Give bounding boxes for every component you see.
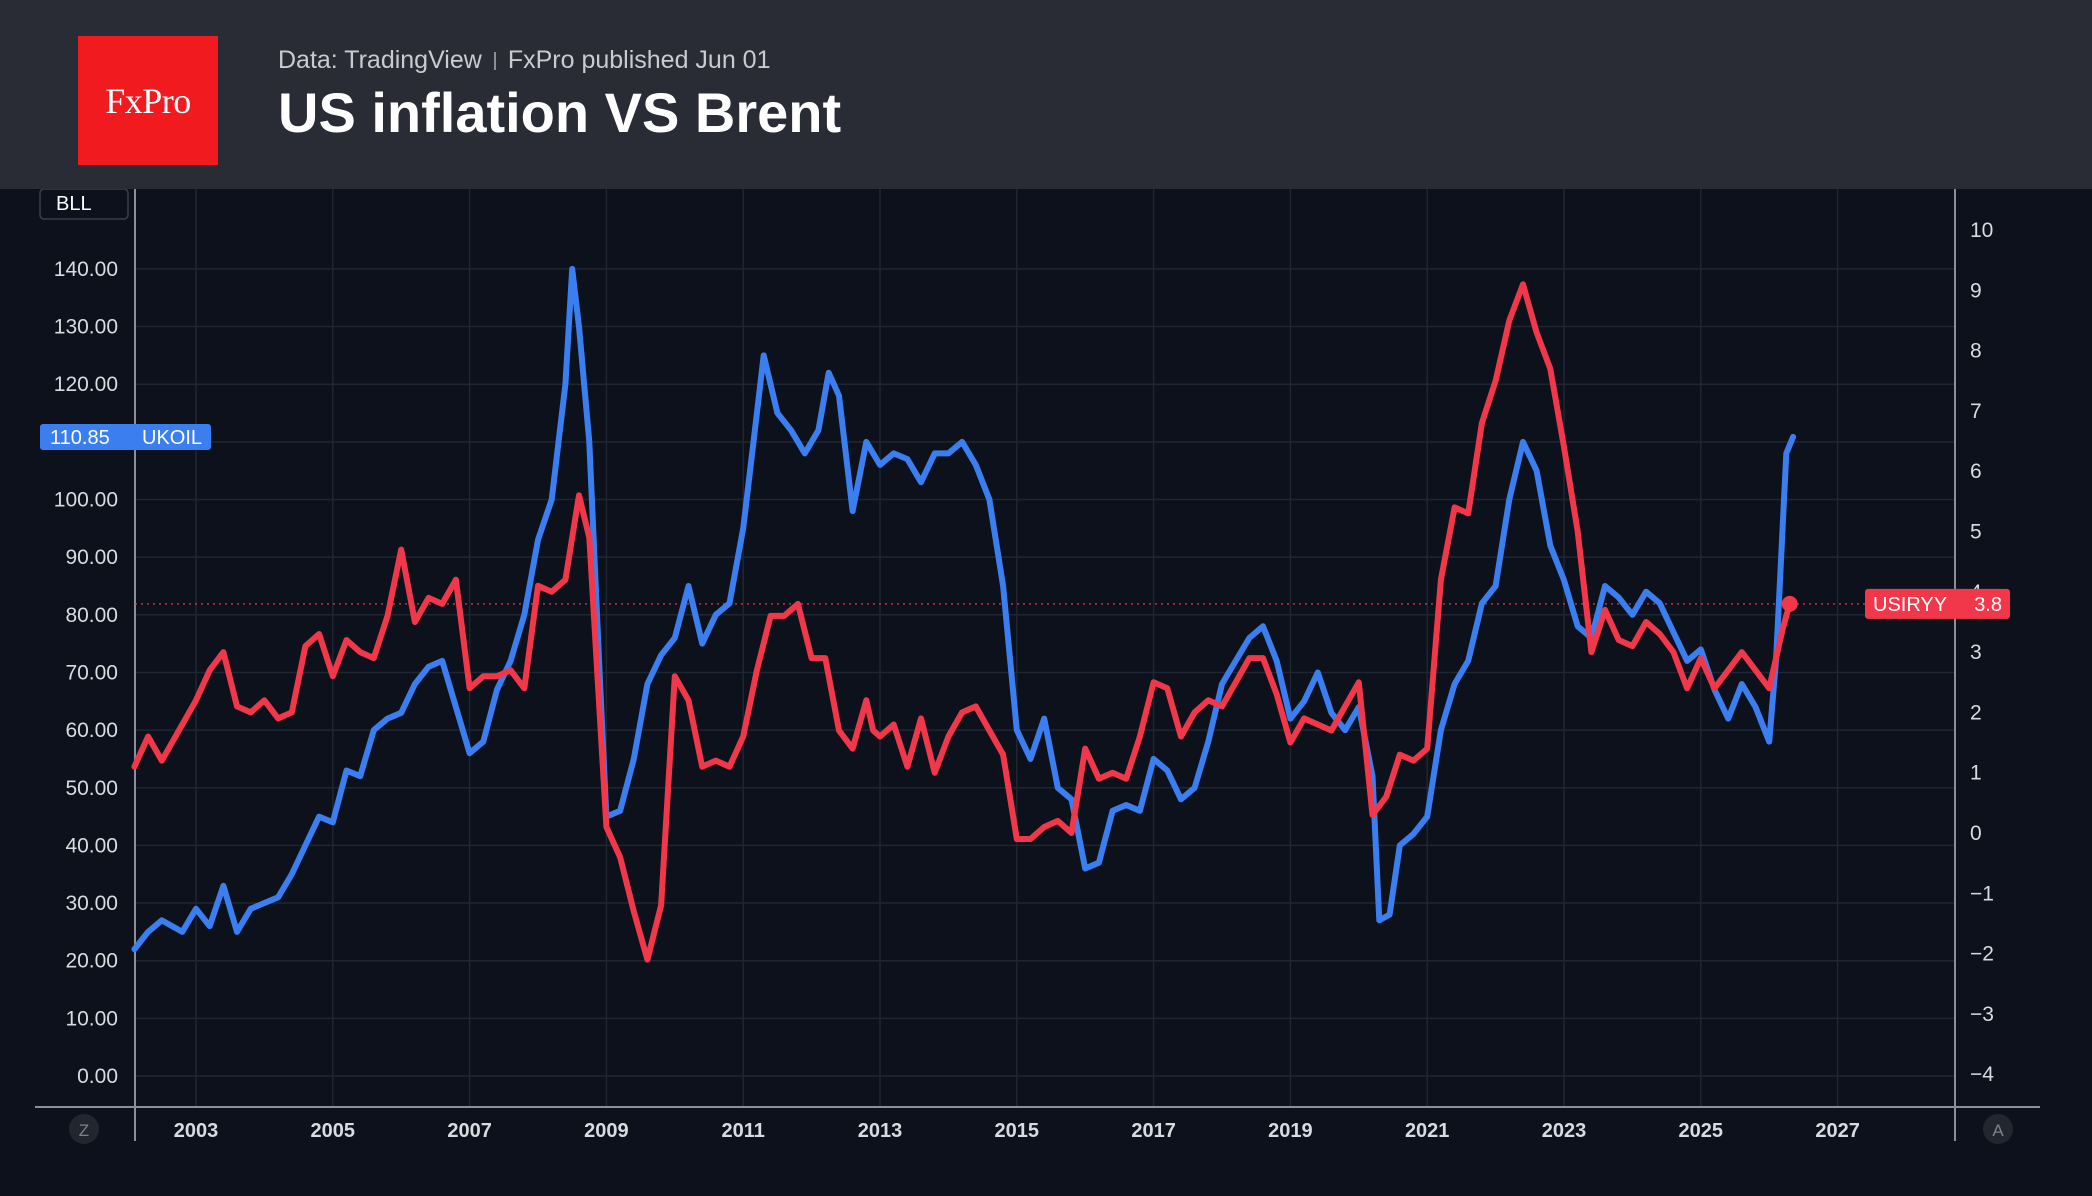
x-tick-label: 2009 <box>584 1120 629 1142</box>
last-point-marker <box>1781 595 1798 612</box>
right-tick-label: 7 <box>1970 400 1982 423</box>
series-tag-ukoil <box>40 423 211 450</box>
x-tick-label: 2003 <box>174 1120 219 1142</box>
right-tick-label: −2 <box>1970 943 1994 966</box>
right-tick-label: 3 <box>1970 641 1982 664</box>
chart-area[interactable]: 0.00 10.00 20.00 30.00 40.00 50.00 60.00 70.00 8… <box>0 189 2092 1196</box>
right-tick-label: 6 <box>1970 460 1982 483</box>
x-tick-label: 2027 <box>1815 1120 1860 1142</box>
x-tick-label: 2019 <box>1268 1120 1313 1142</box>
value-tags: 110.85 UKOIL USIRYY 3.8 <box>40 423 2010 619</box>
left-tick-label: 10.00 <box>65 1007 118 1030</box>
scale-button-right[interactable] <box>1983 1114 2013 1144</box>
corner-label-box[interactable] <box>39 189 129 220</box>
right-tick-label: 1 <box>1970 762 1982 785</box>
x-tick-label: 2013 <box>858 1120 903 1142</box>
right-tick-label: 0 <box>1970 822 1982 845</box>
published-date: FxPro published Jun 01 <box>507 46 771 74</box>
series-tag-value: 3.8 <box>1974 594 2002 616</box>
chart-title: US inflation VS Brent <box>278 81 842 144</box>
series-tag-name: USIRYY <box>1873 594 1947 616</box>
x-tick-label: 2007 <box>447 1120 492 1142</box>
series-tag-value: 110.85 <box>50 427 110 449</box>
right-tick-label: −4 <box>1970 1063 1994 1086</box>
left-tick-label: 60.00 <box>65 719 118 742</box>
right-tick-label: 2 <box>1970 701 1982 724</box>
right-tick-label: 8 <box>1970 340 1982 363</box>
series-tag-name: UKOIL <box>142 427 202 449</box>
series-line-ukoil[interactable] <box>131 265 1797 953</box>
x-tick-label: 2005 <box>311 1120 356 1142</box>
left-tick-label: 40.00 <box>65 834 118 857</box>
left-tick-label: 120.00 <box>54 373 118 396</box>
series-tag-usiryy <box>1865 588 2010 619</box>
grid <box>135 189 1955 1107</box>
x-tick-label: 2015 <box>995 1120 1040 1142</box>
left-tick-label: 30.00 <box>65 892 118 915</box>
left-tick-label: 70.00 <box>65 661 118 684</box>
left-tick-label: 50.00 <box>65 777 118 800</box>
left-tick-label: 0.00 <box>77 1065 118 1088</box>
series-line-usiryy[interactable] <box>131 281 1793 963</box>
left-tick-label: 20.00 <box>65 950 118 973</box>
series-group <box>131 265 1798 963</box>
subtitle: Data: TradingView FxPro published Jun 01 <box>278 46 771 75</box>
chart-header: FxPro Data: TradingView FxPro published … <box>0 0 2092 189</box>
x-tick-label: 2017 <box>1131 1120 1176 1142</box>
x-tick-label: 2023 <box>1542 1120 1587 1142</box>
scale-button-label: A <box>1992 1121 2004 1140</box>
scale-button-left[interactable] <box>69 1114 99 1144</box>
x-tick-label: 2025 <box>1679 1120 1724 1142</box>
left-tick-label: 80.00 <box>65 604 118 627</box>
corner-label: BLL <box>56 193 92 215</box>
left-tick-label: 130.00 <box>54 316 118 339</box>
right-tick-label: 9 <box>1970 279 1982 302</box>
right-tick-label: 10 <box>1970 219 1993 242</box>
x-tick-label: 2021 <box>1405 1120 1450 1142</box>
right-tick-label: −3 <box>1970 1003 1994 1026</box>
fxpro-logo: FxPro <box>78 36 218 165</box>
left-tick-label: 90.00 <box>65 546 118 569</box>
scale-button-label: Z <box>79 1121 89 1140</box>
left-tick-label: 100.00 <box>54 489 118 512</box>
logo-text: FxPro <box>105 80 191 121</box>
subtitle-separator <box>493 51 496 70</box>
x-tick-label: 2011 <box>722 1120 765 1142</box>
data-source: Data: TradingView <box>278 46 482 74</box>
right-tick-label: −1 <box>1970 882 1994 905</box>
left-tick-label: 140.00 <box>54 258 118 281</box>
right-tick-label: 5 <box>1970 521 1982 544</box>
